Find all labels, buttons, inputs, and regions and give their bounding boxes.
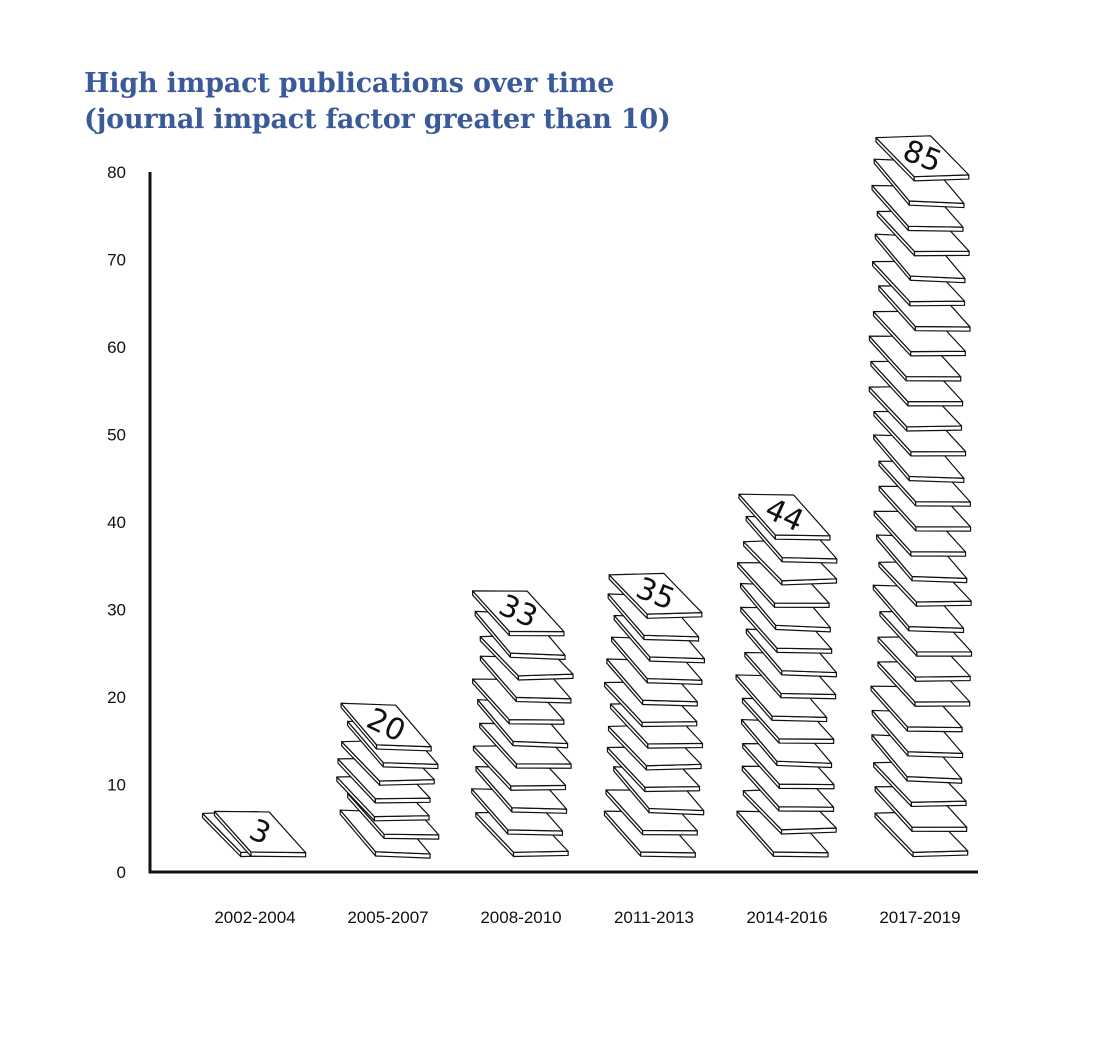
y-tick-label: 30 — [107, 601, 126, 620]
y-tick-label: 40 — [107, 513, 126, 532]
y-tick-label: 50 — [107, 426, 126, 445]
paper-sheet — [472, 590, 565, 633]
paper-stack-bar: 44 — [735, 492, 838, 858]
chart-title: High impact publications over time (jour… — [84, 68, 671, 135]
paper-stack-bar: 20 — [336, 701, 440, 859]
paper-stack-bar: 33 — [471, 588, 574, 858]
x-tick-label: 2011-2013 — [614, 908, 694, 927]
paper-sheet — [738, 493, 831, 537]
y-tick-label: 80 — [107, 163, 126, 182]
x-tick-label: 2008-2010 — [480, 908, 561, 927]
y-tick-label: 0 — [117, 863, 126, 882]
x-tick-label: 2005-2007 — [347, 908, 428, 927]
paper-stack-bar: 3 — [201, 810, 307, 858]
paper-edge-right — [916, 651, 973, 657]
paper-stack-bar: 35 — [603, 571, 706, 858]
y-tick-label: 10 — [107, 776, 126, 795]
x-tick-label: 2002-2004 — [214, 908, 295, 927]
paper-sheet — [213, 810, 307, 854]
x-tick-label: 2017-2019 — [879, 908, 960, 927]
y-axis-ticks: 0 10 20 30 40 50 60 70 80 — [107, 163, 126, 882]
axes — [148, 172, 978, 874]
category-labels: 2002-2004 2005-2007 2008-2010 2011-2013 2014… — [214, 908, 960, 927]
y-tick-label: 70 — [107, 251, 126, 270]
y-tick-label: 20 — [107, 688, 126, 707]
paper-sheet — [608, 572, 703, 615]
paper-sheet — [340, 702, 432, 748]
paper-sheet — [875, 135, 970, 178]
y-tick-label: 60 — [107, 338, 126, 357]
x-tick-label: 2014-2016 — [746, 908, 827, 927]
paper-stack-bar: 85 — [868, 133, 973, 858]
